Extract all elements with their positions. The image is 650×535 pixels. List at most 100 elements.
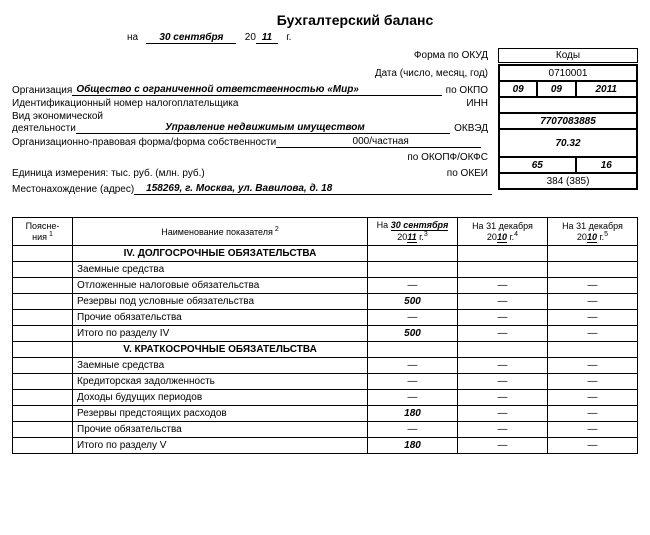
row-name: Итого по разделу IV (73, 326, 368, 342)
code-okud: 0710001 (499, 65, 637, 81)
table-cell: 500 (368, 326, 458, 342)
label-unit: Единица измерения: тыс. руб. (млн. руб.) (12, 168, 443, 179)
row-name: Кредиторская задолженность (73, 374, 368, 390)
table-cell (458, 262, 548, 278)
doc-title: Бухгалтерский баланс (72, 12, 638, 28)
table-cell: — (458, 374, 548, 390)
table-cell: — (548, 358, 638, 374)
label-org: Организация (12, 85, 72, 96)
label-okpo: по ОКПО (442, 85, 492, 96)
th-poy: Поясне- ния 1 (13, 218, 73, 246)
label-vid2: деятельности (12, 123, 76, 134)
row-name: Отложенные налоговые обязательства (73, 278, 368, 294)
table-row: Итого по разделу IV 500—— (13, 326, 638, 342)
date-suffix: г. (286, 32, 291, 43)
date-century: 20 (245, 32, 256, 43)
th-col5: На 31 декабря 2010 г.5 (548, 218, 638, 246)
date-line: на 30 сентября 2011 г. (127, 32, 638, 44)
table-cell (13, 374, 73, 390)
table-cell (368, 262, 458, 278)
table-cell (548, 262, 638, 278)
table-cell: — (458, 422, 548, 438)
table-cell: — (368, 374, 458, 390)
th-col4: На 31 декабря 2010 г.4 (458, 218, 548, 246)
table-row: Заемные средства (13, 262, 638, 278)
th-naim: Наименование показателя 2 (73, 218, 368, 246)
table-cell: — (548, 326, 638, 342)
table-cell: — (458, 278, 548, 294)
label-addr: Местонахождение (адрес) (12, 184, 134, 195)
table-cell (13, 294, 73, 310)
table-cell: — (458, 390, 548, 406)
table-cell: — (458, 294, 548, 310)
table-cell (548, 342, 638, 358)
table-cell (13, 390, 73, 406)
table-row: Доходы будущих периодов ——— (13, 390, 638, 406)
table-cell: — (548, 406, 638, 422)
table-cell: — (548, 294, 638, 310)
table-cell (458, 342, 548, 358)
table-row: Резервы под условные обязательства 500—— (13, 294, 638, 310)
code-okpo (499, 97, 637, 113)
value-opf: 000/частная (276, 136, 481, 148)
section-title: IV. ДОЛГОСРОЧНЫЕ ОБЯЗАТЕЛЬСТВА (73, 246, 368, 262)
th-col3: На 30 сентября 2011 г.3 (368, 218, 458, 246)
table-cell: — (458, 358, 548, 374)
label-okud: Форма по ОКУД (12, 48, 492, 64)
code-date-d: 09 (499, 81, 537, 97)
table-cell (548, 246, 638, 262)
label-okei: по ОКЕИ (443, 168, 492, 179)
table-row: Прочие обязательства ——— (13, 422, 638, 438)
table-cell (13, 326, 73, 342)
table-cell (13, 358, 73, 374)
label-okopf: по ОКОПФ/ОКФС (12, 150, 492, 166)
value-org: Общество с ограниченной ответственностью… (72, 84, 441, 96)
code-inn: 7707083885 (499, 113, 637, 129)
table-cell: — (548, 278, 638, 294)
date-prefix: на (127, 32, 138, 43)
table-cell (13, 438, 73, 454)
codes-header: Коды (498, 48, 638, 63)
table-cell (368, 342, 458, 358)
table-cell: — (548, 438, 638, 454)
codes-panel: Коды 0710001 09 09 2011 7707083885 70.32… (498, 48, 638, 197)
table-cell (458, 246, 548, 262)
table-row: Отложенные налоговые обязательства ——— (13, 278, 638, 294)
table-cell (13, 278, 73, 294)
table-cell: — (458, 326, 548, 342)
table-row: Заемные средства ——— (13, 358, 638, 374)
label-opf: Организационно-правовая форма/форма собс… (12, 137, 276, 148)
table-row: Резервы предстоящих расходов 180—— (13, 406, 638, 422)
table-cell (13, 406, 73, 422)
value-activity: Управление недвижимым имуществом (76, 122, 450, 134)
row-name: Резервы под условные обязательства (73, 294, 368, 310)
balance-table: Поясне- ния 1 Наименование показателя 2 … (12, 217, 638, 454)
table-cell: — (548, 310, 638, 326)
table-cell: 180 (368, 406, 458, 422)
row-name: Прочие обязательства (73, 310, 368, 326)
table-row: Кредиторская задолженность ——— (13, 374, 638, 390)
row-name: Заемные средства (73, 262, 368, 278)
table-cell: — (548, 374, 638, 390)
value-addr: 158269, г. Москва, ул. Вавилова, д. 18 (134, 183, 492, 195)
code-okei: 384 (385) (499, 173, 637, 189)
row-name: Заемные средства (73, 358, 368, 374)
table-cell: — (458, 438, 548, 454)
table-cell: — (368, 278, 458, 294)
table-cell: 500 (368, 294, 458, 310)
table-cell (13, 422, 73, 438)
row-name: Итого по разделу V (73, 438, 368, 454)
row-name: Доходы будущих периодов (73, 390, 368, 406)
label-inn-right: ИНН (462, 98, 492, 109)
table-cell (13, 246, 73, 262)
code-date-y: 2011 (576, 81, 638, 97)
table-cell: — (368, 358, 458, 374)
code-okfs: 16 (576, 157, 638, 173)
label-okved: ОКВЭД (450, 123, 492, 134)
date-year: 11 (256, 32, 278, 44)
table-cell: — (368, 310, 458, 326)
table-cell (13, 342, 73, 358)
table-row: Итого по разделу V 180—— (13, 438, 638, 454)
code-okopf: 65 (499, 157, 576, 173)
table-row: Прочие обязательства ——— (13, 310, 638, 326)
